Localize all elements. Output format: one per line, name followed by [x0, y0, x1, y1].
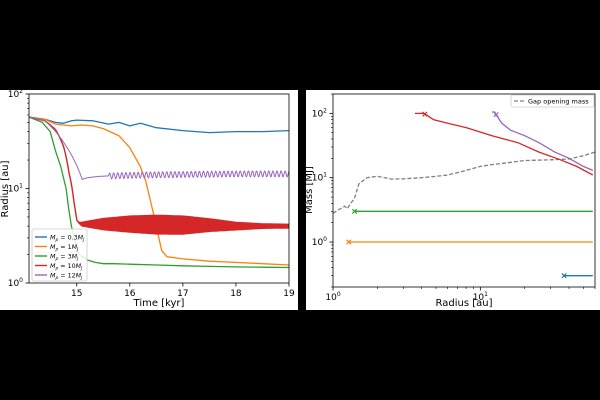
right-y-axis-label: Mass [MJ]	[304, 166, 315, 214]
right-y-tick-label: 101	[312, 172, 327, 184]
right-legend: Gap opening mass	[510, 94, 595, 108]
gap-opening-mass-line	[333, 151, 595, 214]
right-x-tick-label: 101	[473, 291, 488, 303]
series-p10-band	[29, 116, 289, 235]
left-y-tick-label: 101	[8, 183, 23, 195]
left-y-tick-label: 102	[8, 88, 23, 100]
right-plot-frame	[332, 93, 596, 288]
legend-label-gap-opening: Gap opening mass	[528, 98, 589, 106]
right-panel-background	[306, 90, 600, 310]
right-y-tick-label: 102	[312, 107, 327, 119]
track-p03-marker	[561, 273, 567, 279]
right-x-tick-label: 100	[325, 291, 340, 303]
left-x-axis-label: Time [kyr]	[133, 298, 185, 309]
left-x-tick-label: 15	[71, 289, 82, 299]
legend-label-p3: Mp = 3MJ	[50, 254, 79, 263]
left-x-tick-label: 19	[283, 289, 295, 299]
track-p12-marker	[493, 111, 499, 118]
radius-time-chart: 15 16 17 18 19 100 101 102 Time [kyr] Radius [a…	[0, 88, 295, 309]
legend-label-p12: Mp = 12MJ	[50, 273, 83, 282]
left-y-tick-label: 100	[8, 277, 23, 289]
left-x-tick-label: 17	[177, 289, 188, 299]
mass-radius-chart: 100 101 100 101 102 Radius [au] Mass [MJ] Ga…	[304, 93, 596, 309]
right-x-axis-label: Radius [au]	[436, 298, 493, 309]
series-p10-line	[29, 116, 289, 227]
left-legend-box	[31, 228, 88, 282]
series-p03-line	[29, 116, 289, 134]
left-y-axis-label: Radius [au]	[0, 160, 11, 217]
left-x-tick-label: 18	[230, 289, 242, 299]
right-legend-box	[510, 94, 595, 108]
series-p12-line	[29, 116, 289, 180]
legend-label-p10: Mp = 10MJ	[50, 263, 83, 272]
track-p3-marker	[351, 208, 358, 214]
legend-label-p03: Mp = 0.3MJ	[50, 235, 85, 244]
track-p10-marker	[422, 111, 428, 117]
right-y-tick-label: 100	[312, 236, 327, 248]
track-p1-marker	[346, 239, 352, 245]
left-x-tick-label: 16	[124, 289, 136, 299]
legend-label-p1: Mp = 1MJ	[50, 244, 79, 253]
